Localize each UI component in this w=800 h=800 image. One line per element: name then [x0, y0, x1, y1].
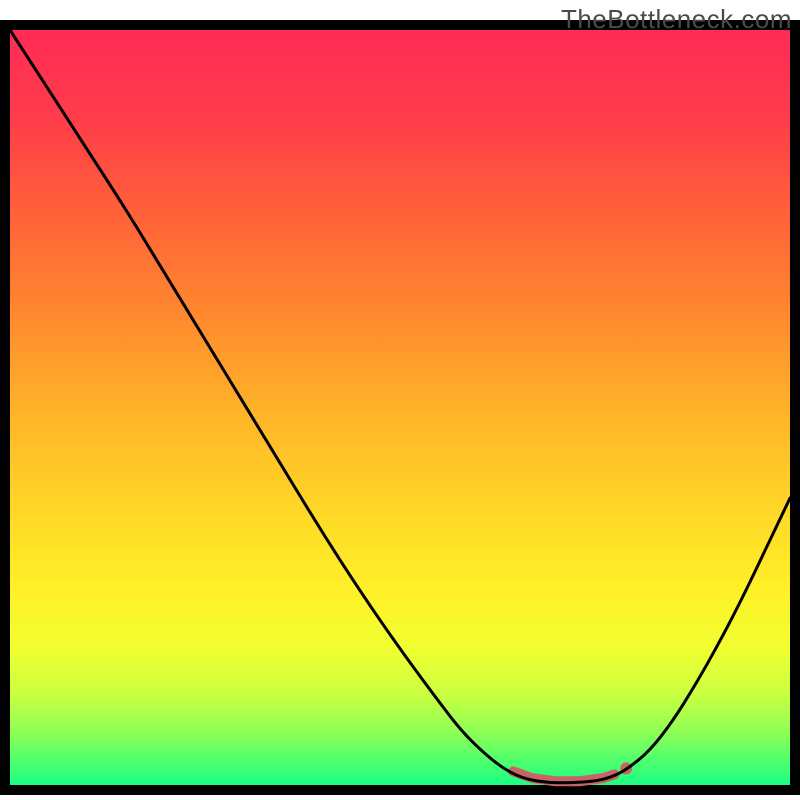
- bottleneck-chart-svg: [0, 0, 800, 800]
- plot-background: [10, 30, 790, 785]
- domain-watermark: TheBottleneck.com: [561, 4, 792, 35]
- chart-canvas: TheBottleneck.com: [0, 0, 800, 800]
